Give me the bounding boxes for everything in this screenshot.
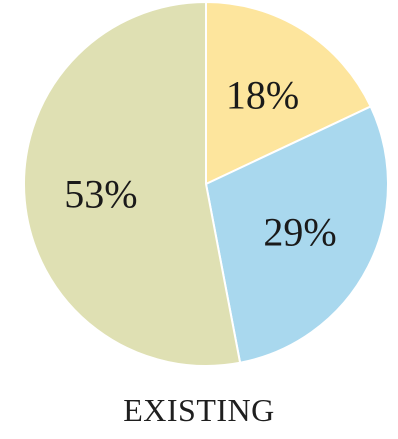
pie-slice-2 bbox=[204, 105, 389, 364]
pie-slice-label-3: 53% bbox=[64, 171, 137, 216]
pie-slices bbox=[23, 0, 389, 367]
chart-title: EXISTING bbox=[123, 392, 275, 428]
pie-chart: 18% 29% 53% bbox=[23, 0, 389, 367]
pie-labels: 18% 29% 53% bbox=[64, 72, 336, 254]
pie-slice-3 bbox=[23, 0, 242, 367]
pie-slice-label-1: 18% bbox=[226, 72, 299, 117]
pie-slice-label-2: 29% bbox=[263, 209, 336, 254]
pie-slice-1 bbox=[205, 0, 373, 186]
